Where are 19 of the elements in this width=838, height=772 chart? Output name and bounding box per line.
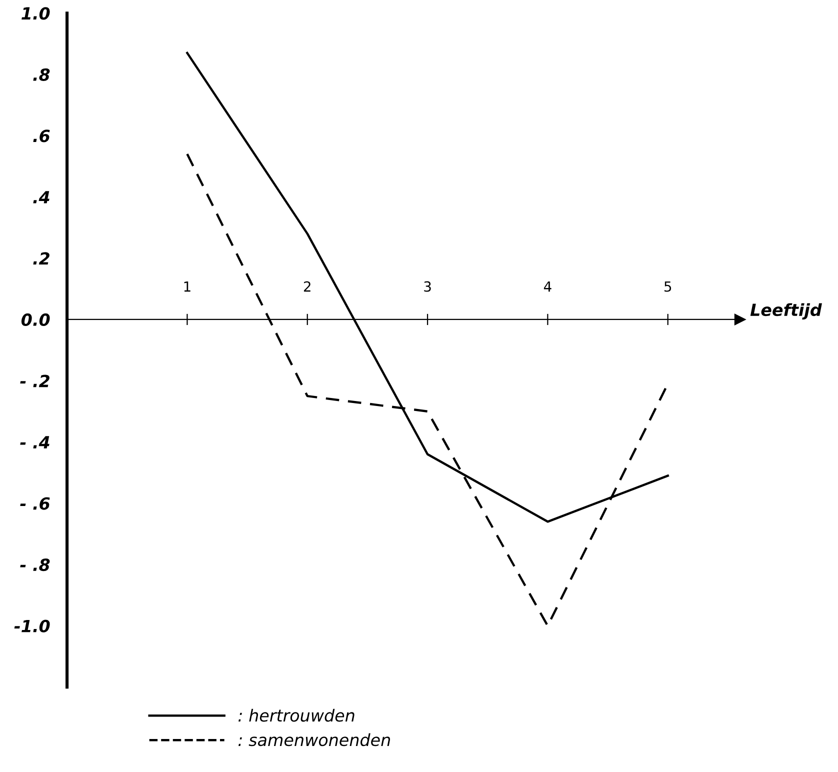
y-tick-label: .2 — [33, 252, 50, 265]
x-tick-label: 4 — [544, 281, 552, 292]
x-tick-label: 1 — [184, 281, 190, 292]
x-tick-label: 5 — [664, 281, 672, 292]
y-tick-label: 0.0 — [21, 313, 50, 326]
y-tick-label: .8 — [33, 68, 50, 81]
x-axis-title: Leeftijd — [750, 303, 822, 320]
legend-label: : hertrouwden — [238, 708, 354, 722]
y-tick-label: - .8 — [20, 558, 50, 572]
y-tick-label: - .2 — [20, 374, 50, 388]
legend-label: : samenwonenden — [238, 733, 390, 746]
y-tick-label: 1.0 — [22, 7, 50, 20]
x-tick-label: 2 — [304, 281, 310, 292]
x-tick-label: 3 — [424, 281, 431, 292]
y-tick-label: - .4 — [20, 436, 50, 448]
y-tick-label: - .6 — [20, 497, 50, 510]
y-tick-label: -1.0 — [14, 620, 50, 632]
y-tick-label: .6 — [33, 130, 50, 142]
y-tick-label: .4 — [33, 191, 50, 204]
